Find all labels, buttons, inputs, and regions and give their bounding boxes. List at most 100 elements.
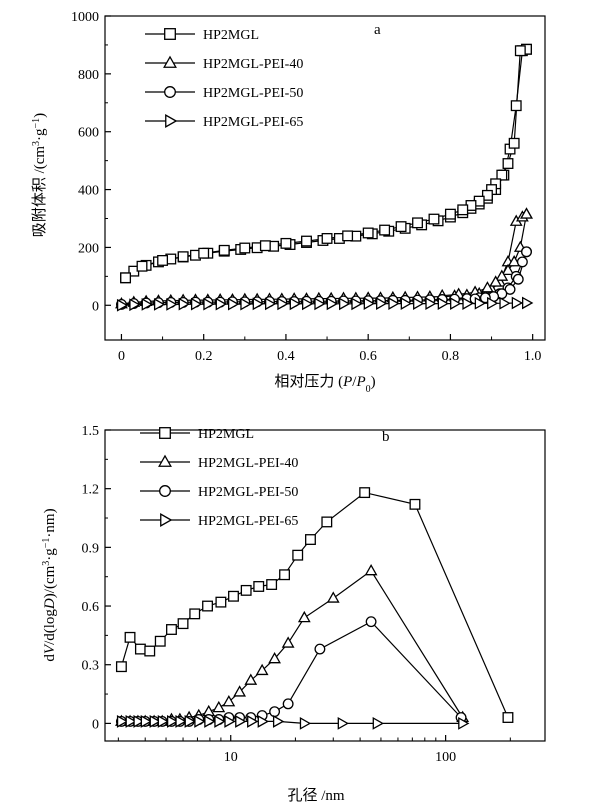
data-point xyxy=(437,297,450,310)
data-point xyxy=(124,631,136,643)
legend-marker xyxy=(164,28,176,40)
legend-label: HP2MGL-PEI-40 xyxy=(198,456,298,471)
data-point xyxy=(521,246,532,258)
data-point xyxy=(224,715,236,728)
x-tick-label: 0.6 xyxy=(359,349,377,364)
data-point xyxy=(240,584,252,596)
data-point xyxy=(266,579,278,590)
data-point xyxy=(314,297,326,311)
y-tick-label: 600 xyxy=(78,126,99,141)
legend-label: HP2MGL-PEI-40 xyxy=(203,57,303,72)
legend-marker xyxy=(158,454,172,467)
data-point xyxy=(149,715,161,728)
data-point xyxy=(339,297,351,311)
panel-label: b xyxy=(382,429,390,445)
data-point xyxy=(272,715,285,728)
y-tick-label: 0 xyxy=(92,717,99,732)
data-point xyxy=(457,204,469,216)
data-point xyxy=(240,297,252,311)
legend-marker xyxy=(163,55,177,68)
data-point xyxy=(218,244,230,256)
data-point xyxy=(116,298,129,312)
data-point xyxy=(292,549,304,561)
data-point xyxy=(166,715,179,728)
data-point xyxy=(282,698,294,710)
legend-item: HP2MGL xyxy=(140,427,254,442)
data-point xyxy=(412,217,423,229)
y-tick-label: 800 xyxy=(78,68,99,83)
data-point xyxy=(301,235,312,247)
data-point xyxy=(253,581,265,592)
y-tick-label: 0.9 xyxy=(82,541,100,556)
y-tick-label: 1.5 xyxy=(82,424,100,439)
data-point xyxy=(279,569,290,581)
data-point xyxy=(388,297,400,310)
legend-label: HP2MGL-PEI-65 xyxy=(203,115,303,130)
legend-item: HP2MGL xyxy=(145,28,259,43)
data-point xyxy=(428,213,440,225)
data-point xyxy=(239,242,251,254)
data-point xyxy=(409,498,421,510)
data-point xyxy=(302,297,314,311)
data-point xyxy=(379,224,391,236)
data-point xyxy=(511,296,524,310)
data-point xyxy=(499,296,511,310)
data-point xyxy=(450,297,462,310)
data-point xyxy=(342,230,354,242)
data-point xyxy=(214,715,226,728)
legend-item: HP2MGL-PEI-65 xyxy=(145,114,303,130)
series-hp2mgl xyxy=(115,487,514,723)
data-point xyxy=(252,297,264,311)
y-axis-label-part: D xyxy=(42,598,58,610)
data-point xyxy=(507,255,521,267)
data-point xyxy=(144,645,156,657)
series-hp2mgl-pei-65 xyxy=(116,715,470,730)
y-axis-label-part: 3 xyxy=(41,561,52,566)
y-axis-label-part: 3 xyxy=(31,141,42,146)
data-point xyxy=(134,643,146,655)
data-point xyxy=(268,652,281,664)
data-point xyxy=(141,298,153,311)
data-point xyxy=(257,715,269,728)
data-point xyxy=(289,297,302,311)
data-point xyxy=(337,717,349,730)
x-axis-label: 相对压力 (P/P0) xyxy=(274,373,375,395)
x-tick-label: 100 xyxy=(435,750,456,765)
data-point xyxy=(376,297,388,310)
legend-label: HP2MGL-PEI-65 xyxy=(198,514,298,529)
data-point xyxy=(140,715,153,728)
data-point xyxy=(522,296,534,310)
data-point xyxy=(314,643,326,655)
data-point xyxy=(364,563,378,576)
data-point xyxy=(395,221,407,233)
data-point xyxy=(514,45,526,57)
data-point xyxy=(297,610,311,623)
data-point xyxy=(184,715,196,728)
data-point xyxy=(133,715,145,728)
data-point xyxy=(157,715,170,728)
x-axis-label-part: P xyxy=(355,374,365,390)
data-point xyxy=(157,254,169,266)
data-point xyxy=(400,297,413,310)
y-axis-label: dV/d(logD)/(cm3·g−1·nm) xyxy=(41,508,59,661)
data-point xyxy=(154,635,166,647)
data-point xyxy=(125,715,137,728)
data-point xyxy=(510,100,522,112)
data-point xyxy=(280,237,292,249)
data-point xyxy=(496,169,508,181)
legend-label: HP2MGL-PEI-50 xyxy=(198,485,298,500)
y-axis-label-part: )/(cm xyxy=(42,565,58,598)
x-tick-label: 10 xyxy=(224,750,238,765)
legend-item: HP2MGL-PEI-65 xyxy=(140,513,298,529)
legend-label: HP2MGL xyxy=(203,28,259,43)
data-point xyxy=(512,273,524,285)
chart-b: 0 0.3 0.6 0.9 1.2 1.5 10 100 HP2MGL HP2MGL-PEI-40… xyxy=(41,424,546,804)
x-axis-label-part: 0 xyxy=(366,384,371,395)
data-point xyxy=(204,715,216,728)
data-point xyxy=(116,715,129,728)
data-point xyxy=(166,624,177,635)
x-axis-label-part: 相对压力 ( xyxy=(274,373,343,390)
x-tick-label: 0.4 xyxy=(277,349,295,364)
data-point xyxy=(305,534,316,545)
data-point xyxy=(215,297,227,311)
